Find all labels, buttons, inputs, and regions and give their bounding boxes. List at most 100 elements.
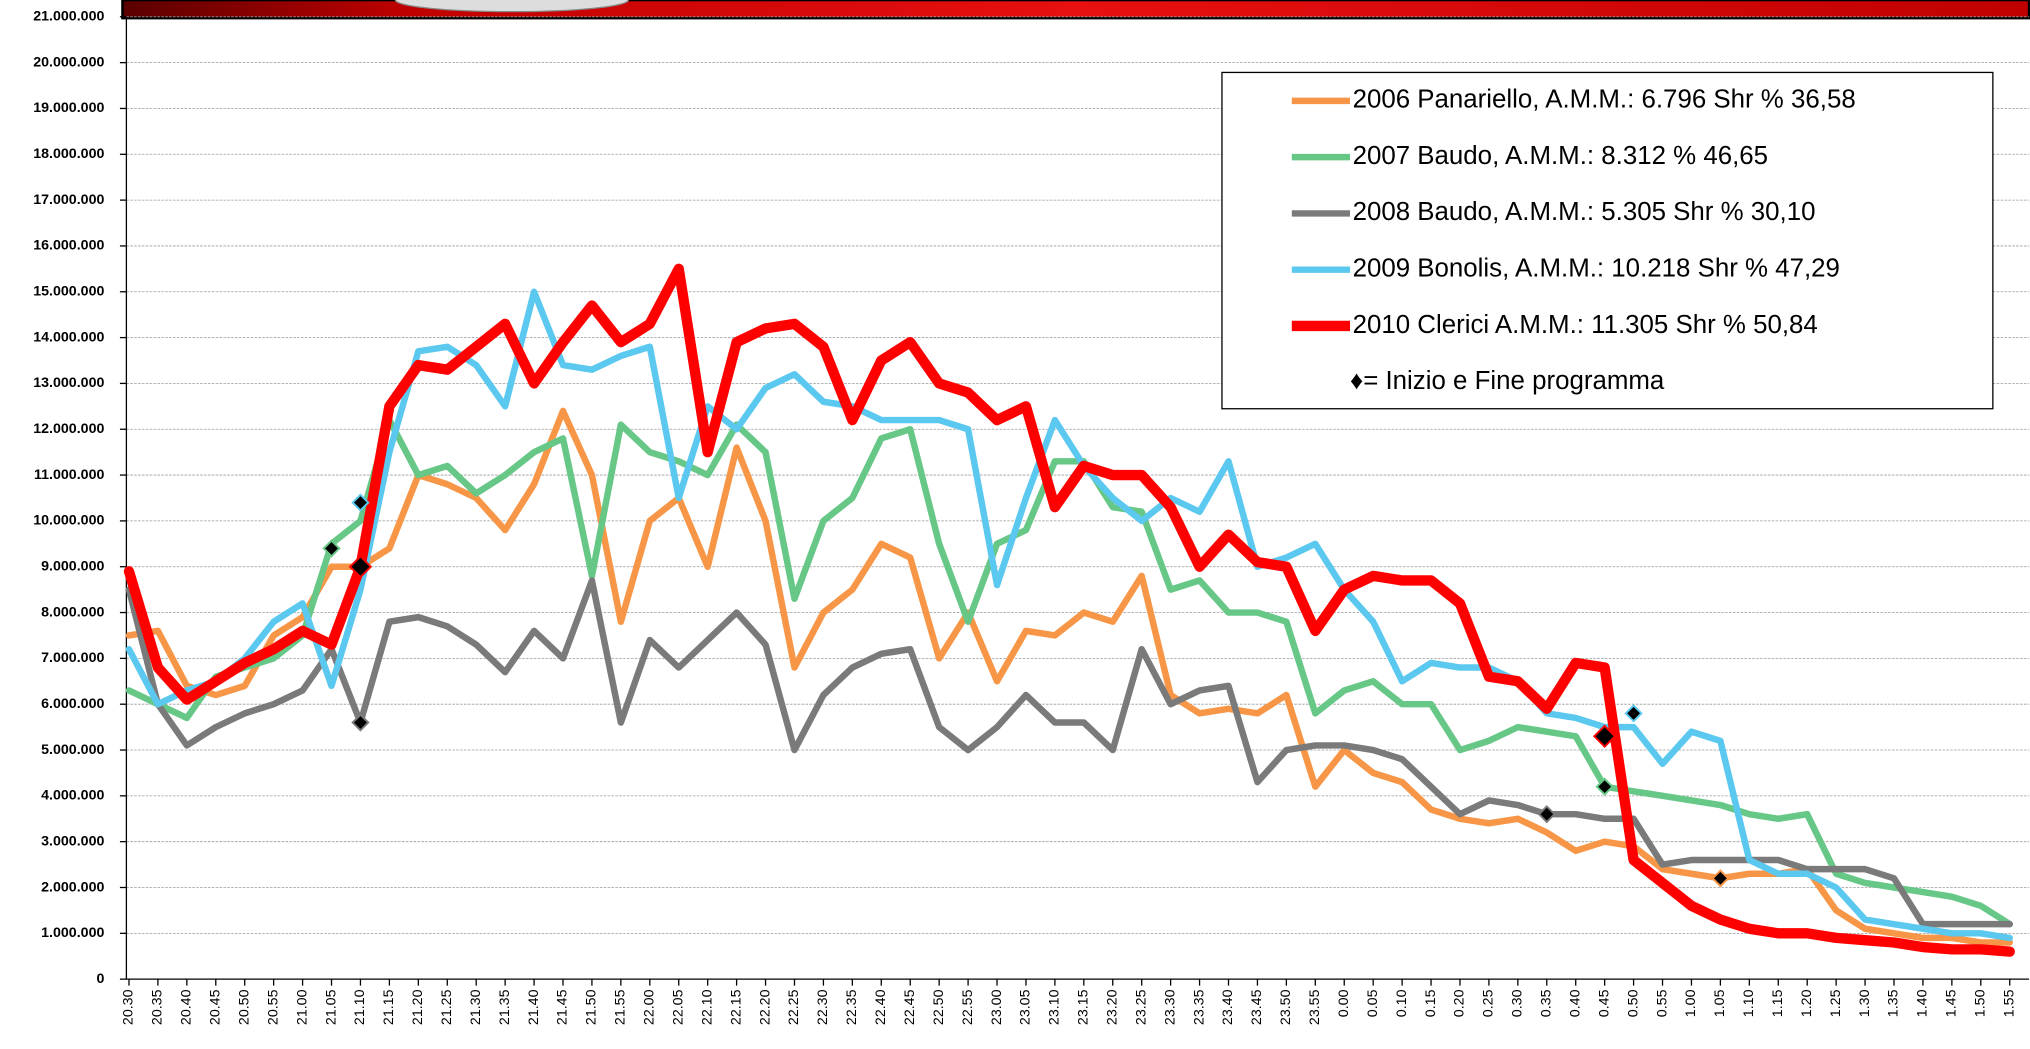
x-tick-label: 0.05 bbox=[1365, 989, 1381, 1017]
y-tick-label: 16.000.000 bbox=[33, 238, 104, 254]
x-tick-label: 22.00 bbox=[642, 989, 658, 1025]
x-tick-label: 1.00 bbox=[1683, 989, 1699, 1017]
x-tick-label: 1.05 bbox=[1712, 989, 1728, 1017]
y-tick-label: 8.000.000 bbox=[41, 604, 104, 620]
x-tick-label: 23.15 bbox=[1076, 989, 1092, 1025]
x-tick-label: 0.55 bbox=[1654, 989, 1670, 1017]
y-tick-label: 21.000.000 bbox=[33, 9, 104, 25]
y-tick-label: 20.000.000 bbox=[33, 54, 104, 70]
x-tick-label: 23.00 bbox=[989, 989, 1005, 1025]
x-tick-label: 23.05 bbox=[1018, 989, 1034, 1025]
x-tick-label: 22.30 bbox=[815, 989, 831, 1025]
markers bbox=[322, 493, 1730, 888]
program-marker bbox=[1592, 724, 1617, 748]
legend-label: 2007 Baudo, A.M.M.: 8.312 % 46,65 bbox=[1353, 142, 1768, 170]
y-tick-label: 3.000.000 bbox=[41, 833, 104, 849]
x-tick-label: 20.55 bbox=[265, 989, 281, 1025]
y-tick-label: 15.000.000 bbox=[33, 284, 104, 300]
x-tick-label: 21.15 bbox=[381, 989, 397, 1025]
x-tick-label: 0.35 bbox=[1539, 989, 1555, 1017]
x-tick-label: 0.10 bbox=[1394, 989, 1410, 1017]
x-tick-label: 23.10 bbox=[1047, 989, 1063, 1025]
series-line bbox=[125, 407, 2013, 946]
program-marker bbox=[1711, 869, 1730, 888]
y-tick-label: 10.000.000 bbox=[33, 513, 104, 529]
program-marker bbox=[351, 493, 370, 512]
x-tick-label: 23.40 bbox=[1220, 989, 1236, 1025]
x-tick-label: 22.40 bbox=[873, 989, 889, 1025]
x-tick-label: 0.40 bbox=[1567, 989, 1583, 1017]
y-tick-label: 2.000.000 bbox=[41, 879, 104, 895]
x-tick-label: 23.55 bbox=[1307, 989, 1323, 1025]
program-marker bbox=[351, 713, 370, 732]
program-marker bbox=[1595, 777, 1614, 796]
series-line bbox=[125, 288, 2013, 942]
series-line bbox=[123, 263, 2015, 957]
x-tick-label: 1.20 bbox=[1799, 989, 1815, 1017]
x-tick-label: 1.40 bbox=[1915, 989, 1931, 1017]
x-tick-label: 22.10 bbox=[699, 989, 715, 1025]
x-tick-label: 22.45 bbox=[902, 989, 918, 1025]
x-tick-label: 0.15 bbox=[1423, 989, 1439, 1017]
x-tick-label: 1.10 bbox=[1741, 989, 1757, 1017]
series-line bbox=[125, 416, 2013, 928]
x-tick-label: 21.25 bbox=[439, 989, 455, 1025]
x-tick-label: 21.50 bbox=[584, 989, 600, 1025]
program-marker bbox=[348, 555, 373, 579]
x-tick-label: 1.50 bbox=[1973, 989, 1989, 1017]
x-tick-label: 1.45 bbox=[1944, 989, 1960, 1017]
y-tick-label: 14.000.000 bbox=[33, 329, 104, 345]
x-tick-label: 23.50 bbox=[1278, 989, 1294, 1025]
series-line bbox=[125, 577, 2013, 928]
x-tick-label: 23.25 bbox=[1133, 989, 1149, 1025]
legend-label: 2008 Baudo, A.M.M.: 5.305 Shr % 30,10 bbox=[1353, 198, 1816, 226]
x-tick-label: 20.45 bbox=[208, 989, 224, 1025]
y-tick-label: 7.000.000 bbox=[41, 650, 104, 666]
legend: 2006 Panariello, A.M.M.: 6.796 Shr % 36,… bbox=[1291, 86, 1856, 395]
x-tick-label: 21.30 bbox=[468, 989, 484, 1025]
x-tick-label: 0.45 bbox=[1596, 989, 1612, 1017]
x-tick-label: 20.40 bbox=[179, 989, 195, 1025]
x-tick-label: 0.20 bbox=[1452, 989, 1468, 1017]
x-tick-label: 23.30 bbox=[1162, 989, 1178, 1025]
x-tick-label: 20.35 bbox=[150, 989, 166, 1025]
x-tick-label: 23.45 bbox=[1249, 989, 1265, 1025]
y-tick-label: 13.000.000 bbox=[33, 375, 104, 391]
x-tick-label: 1.55 bbox=[2001, 989, 2017, 1017]
program-marker bbox=[322, 539, 341, 558]
x-tick-label: 21.20 bbox=[410, 989, 426, 1025]
x-tick-label: 0.25 bbox=[1481, 989, 1497, 1017]
x-tick-label: 21.35 bbox=[497, 989, 513, 1025]
x-tick-label: 0.50 bbox=[1625, 989, 1641, 1017]
x-tick-label: 21.55 bbox=[613, 989, 629, 1025]
legend-label: 2010 Clerici A.M.M.: 11.305 Shr % 50,84 bbox=[1353, 311, 1818, 339]
x-tick-label: 0.00 bbox=[1336, 989, 1352, 1017]
x-tick-label: 22.25 bbox=[786, 989, 802, 1025]
legend-label: 2009 Bonolis, A.M.M.: 10.218 Shr % 47,29 bbox=[1353, 255, 1840, 283]
x-tick-label: 22.05 bbox=[670, 989, 686, 1025]
y-tick-label: 4.000.000 bbox=[41, 788, 104, 804]
x-tick-label: 1.30 bbox=[1857, 989, 1873, 1017]
x-tick-label: 22.35 bbox=[844, 989, 860, 1025]
legend-box bbox=[1221, 71, 1994, 410]
x-tick-label: 20.50 bbox=[236, 989, 252, 1025]
x-tick-label: 21.05 bbox=[323, 989, 339, 1025]
y-tick-label: 18.000.000 bbox=[33, 146, 104, 162]
program-marker bbox=[1624, 704, 1643, 723]
x-tick-label: 1.35 bbox=[1886, 989, 1902, 1017]
y-tick-label: 9.000.000 bbox=[41, 558, 104, 574]
x-tick-label: 21.40 bbox=[526, 989, 542, 1025]
y-tick-label: 1.000.000 bbox=[41, 925, 104, 941]
banner-logo bbox=[394, 0, 629, 13]
x-tick-label: 0.30 bbox=[1510, 989, 1526, 1017]
x-tick-label: 22.50 bbox=[931, 989, 947, 1025]
x-tick-label: 23.20 bbox=[1105, 989, 1121, 1025]
program-marker bbox=[1537, 805, 1556, 824]
x-tick-label: 21.45 bbox=[555, 989, 571, 1025]
y-tick-label: 17.000.000 bbox=[33, 192, 104, 208]
lines bbox=[123, 263, 2015, 957]
x-tick-label: 21.10 bbox=[352, 989, 368, 1025]
y-tick-label: 11.000.000 bbox=[34, 467, 104, 483]
